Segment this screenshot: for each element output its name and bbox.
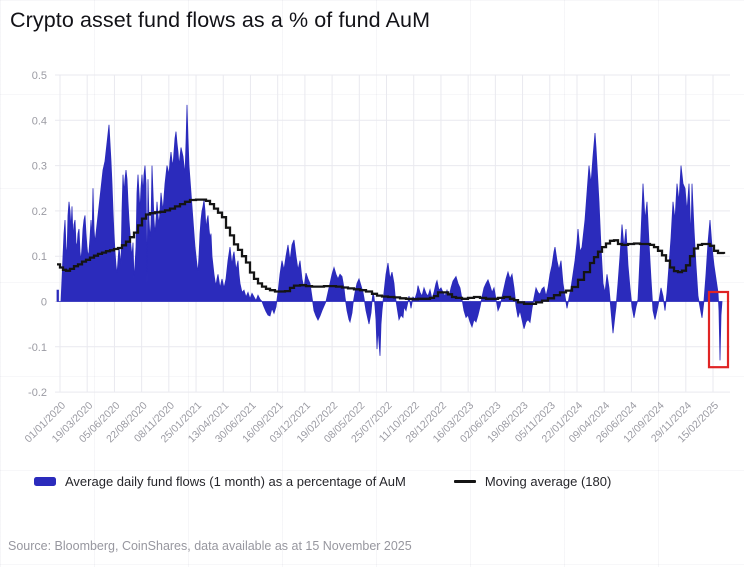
moving-average-line-series	[57, 198, 726, 305]
page-title: Crypto asset fund flows as a % of fund A…	[10, 8, 431, 32]
source-note: Source: Bloomberg, CoinShares, data avai…	[8, 539, 412, 553]
highlight-box-annotation	[707, 290, 730, 369]
moving-average-swatch-icon	[453, 480, 476, 483]
legend-label-fund-flows: Average daily fund flows (1 month) as a …	[65, 474, 406, 489]
y-axis-tick-label: -0.2	[28, 387, 47, 399]
legend-label-moving-average: Moving average (180)	[484, 474, 612, 489]
chart-legend: Average daily fund flows (1 month) as a …	[34, 474, 724, 489]
fund-flows-swatch-icon	[34, 477, 56, 486]
fund-flows-area-series	[56, 104, 723, 361]
y-axis-tick-label: 0.2	[32, 206, 47, 218]
y-axis-tick-label: 0	[41, 297, 47, 309]
y-axis-tick-label: 0.3	[32, 161, 47, 173]
y-axis-tick-label: 0.4	[32, 115, 47, 127]
y-axis-tick-label: 0.5	[32, 70, 47, 82]
y-axis-tick-label: -0.1	[28, 342, 47, 354]
legend-item-moving-average: Moving average (180)	[453, 474, 612, 489]
fund-flows-chart: 0.50.40.30.20.10-0.1-0.201/01/202019/03/…	[22, 70, 730, 445]
y-axis-tick-label: 0.1	[32, 251, 47, 263]
legend-item-fund-flows: Average daily fund flows (1 month) as a …	[34, 474, 406, 489]
